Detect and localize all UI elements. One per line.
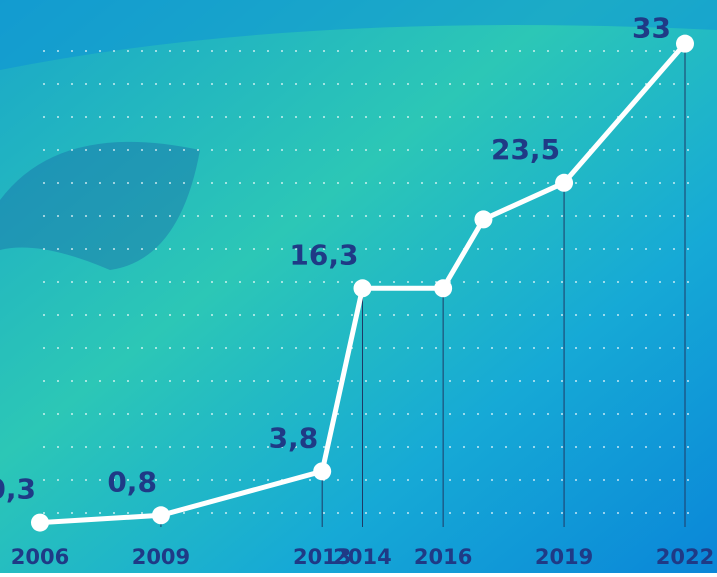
- value-label: 23,5: [491, 133, 560, 166]
- x-tick-label: 2006: [11, 545, 69, 569]
- point: [555, 174, 573, 192]
- value-label: 0,3: [0, 473, 36, 506]
- x-tick-label: 2014: [333, 545, 391, 569]
- chart: 20062009201320142016201920220,30,83,816,…: [0, 0, 717, 573]
- point: [152, 506, 170, 524]
- x-tick-label: 2016: [414, 545, 472, 569]
- point: [31, 514, 49, 532]
- x-tick-label: 2019: [535, 545, 593, 569]
- point: [434, 279, 452, 297]
- value-label: 3,8: [269, 421, 319, 454]
- point: [676, 35, 694, 53]
- point: [313, 462, 331, 480]
- value-label: 33: [632, 12, 671, 45]
- value-label: 16,3: [289, 238, 358, 271]
- point: [354, 279, 372, 297]
- value-label: 0,8: [107, 465, 157, 498]
- x-tick-label: 2022: [656, 545, 714, 569]
- point: [474, 210, 492, 228]
- x-tick-label: 2009: [132, 545, 190, 569]
